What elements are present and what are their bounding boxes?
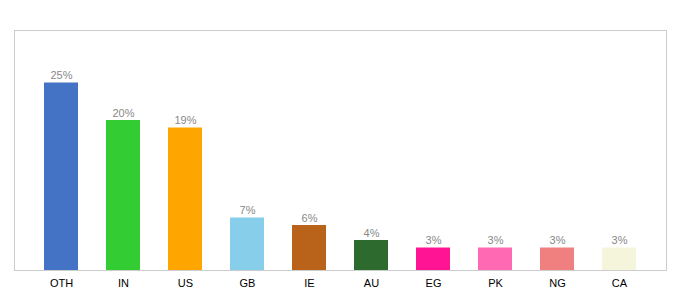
svg-text:3%: 3% [612,234,628,246]
svg-text:3%: 3% [550,234,566,246]
svg-text:6%: 6% [302,212,318,224]
svg-text:PK: PK [488,277,503,289]
svg-text:25%: 25% [50,69,72,81]
svg-text:GB: GB [240,277,256,289]
svg-text:IN: IN [118,277,129,289]
svg-text:EG: EG [426,277,442,289]
svg-text:AU: AU [364,277,379,289]
svg-text:7%: 7% [240,204,256,216]
svg-text:3%: 3% [488,234,504,246]
svg-text:CA: CA [612,277,628,289]
svg-text:20%: 20% [112,107,134,119]
svg-text:US: US [178,277,193,289]
svg-text:19%: 19% [174,114,196,126]
svg-text:NG: NG [549,277,566,289]
svg-text:3%: 3% [426,234,442,246]
svg-text:OTH: OTH [50,277,73,289]
svg-text:4%: 4% [364,227,380,239]
svg-text:IE: IE [304,277,314,289]
